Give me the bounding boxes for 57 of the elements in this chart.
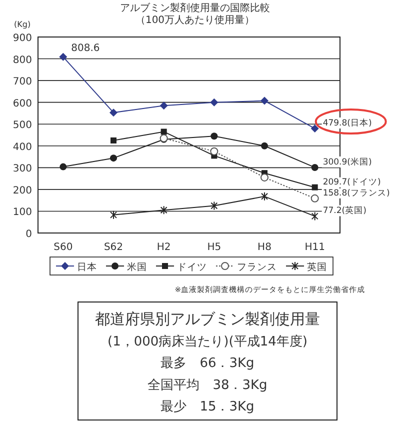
- annotation: 77.2(英国): [322, 205, 366, 216]
- point: [59, 52, 68, 61]
- annotation: 209.7(ドイツ): [322, 177, 381, 188]
- point: [210, 147, 218, 156]
- legend-label: 日本: [77, 261, 97, 273]
- y-tick-label: 200: [12, 185, 32, 196]
- text: (1，000病床当たり)(平成14年度): [108, 334, 308, 350]
- point: [110, 210, 117, 220]
- text: 最少 15．3Kg: [160, 399, 254, 414]
- y-tick-label: 600: [12, 98, 32, 110]
- annotation: 158.8(フランス): [322, 188, 390, 198]
- y-tick-label: 700: [12, 76, 32, 88]
- legend-label: フランス: [237, 262, 277, 273]
- point: [310, 194, 319, 202]
- y-tick-label: 500: [12, 120, 32, 132]
- point: [311, 212, 318, 221]
- point: [261, 142, 268, 150]
- x-tick-label: H11: [304, 242, 325, 253]
- x-tick-label: S60: [54, 242, 73, 253]
- annotation: 300.9(米国): [322, 156, 372, 168]
- point: [60, 163, 67, 170]
- point: [260, 173, 268, 182]
- x-tick-label: H5: [207, 242, 222, 253]
- legend-label: ドイツ: [177, 262, 207, 273]
- point: [210, 201, 218, 210]
- point: [110, 108, 118, 117]
- point: [260, 96, 268, 105]
- point: [210, 132, 218, 140]
- point: [310, 124, 319, 133]
- annotation: 479.8(日本): [322, 118, 372, 129]
- point: [110, 154, 117, 162]
- point: [160, 206, 168, 215]
- point: [312, 184, 318, 190]
- y-tick-label: 100: [12, 207, 32, 218]
- text: 最多 66．3Kg: [160, 356, 254, 372]
- y-tick-label: 300: [12, 164, 32, 175]
- chart-subtitle: （100万人あたり使用量）: [135, 15, 255, 26]
- annotation: 808.6: [71, 42, 100, 54]
- x-tick-label: H8: [258, 242, 272, 253]
- legend-label: 米国: [127, 261, 147, 273]
- point: [210, 98, 218, 106]
- chart-title: アルブミン製剤使用量の国際比較: [120, 2, 270, 14]
- point: [261, 192, 268, 201]
- x-tick-label: S62: [104, 242, 124, 253]
- x-tick-label: H2: [156, 242, 171, 253]
- y-tick-label: 400: [12, 142, 32, 153]
- y-axis-title: (Kg): [14, 20, 31, 29]
- point: [160, 102, 168, 110]
- y-tick-label: 0: [26, 229, 32, 240]
- text: 全国平均 38．3Kg: [148, 378, 268, 393]
- text: 都道府県別アルブミン製剤使用量: [95, 310, 320, 328]
- point: [160, 128, 167, 135]
- y-tick-label: 800: [12, 54, 32, 66]
- point: [110, 137, 116, 144]
- legend-label: 英国: [307, 261, 327, 273]
- y-tick-label: 900: [12, 33, 32, 44]
- point: [311, 164, 318, 171]
